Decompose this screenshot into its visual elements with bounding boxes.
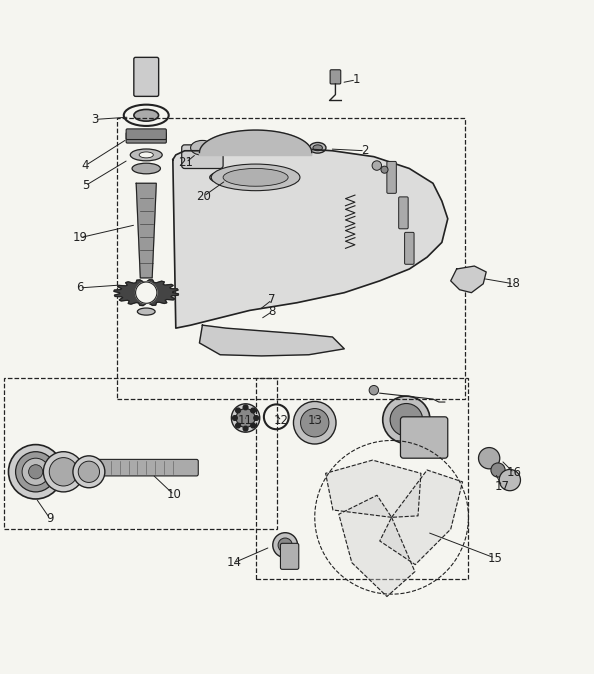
Circle shape [135,282,157,303]
Circle shape [251,408,255,413]
Text: 17: 17 [495,480,510,493]
Ellipse shape [29,464,43,479]
Ellipse shape [73,456,105,488]
Circle shape [254,416,258,421]
Text: 16: 16 [507,466,522,479]
Text: 2: 2 [361,144,369,157]
FancyBboxPatch shape [387,161,396,193]
FancyBboxPatch shape [126,132,166,143]
Text: 19: 19 [72,231,87,244]
FancyBboxPatch shape [280,543,299,570]
Text: 20: 20 [196,190,211,203]
Ellipse shape [232,404,260,432]
Circle shape [372,161,381,171]
Ellipse shape [301,408,329,437]
Circle shape [236,408,241,413]
FancyBboxPatch shape [59,460,198,476]
Ellipse shape [211,164,300,191]
Text: 14: 14 [226,556,241,570]
Circle shape [243,426,248,431]
Text: 12: 12 [274,415,289,427]
Circle shape [499,469,520,491]
FancyBboxPatch shape [400,417,448,458]
Text: 15: 15 [488,551,503,565]
Ellipse shape [49,458,78,486]
Ellipse shape [15,452,56,492]
Ellipse shape [43,452,84,492]
Circle shape [369,386,378,395]
Text: 9: 9 [46,512,53,525]
Ellipse shape [137,308,155,315]
Circle shape [381,166,388,173]
Text: 21: 21 [178,156,194,169]
Ellipse shape [236,408,255,427]
Text: 4: 4 [81,159,89,172]
Polygon shape [326,460,421,518]
Text: 11: 11 [238,415,253,427]
Circle shape [491,463,505,477]
Ellipse shape [130,149,162,161]
Circle shape [251,423,255,428]
Ellipse shape [139,152,153,158]
Ellipse shape [223,168,288,186]
Ellipse shape [293,402,336,444]
Text: 13: 13 [307,415,322,427]
Polygon shape [200,325,345,356]
Polygon shape [173,148,448,328]
Ellipse shape [309,142,326,153]
Ellipse shape [273,532,298,557]
Text: 1: 1 [352,73,360,86]
Ellipse shape [8,445,63,499]
FancyBboxPatch shape [405,233,414,264]
Ellipse shape [22,458,49,485]
FancyBboxPatch shape [134,57,159,96]
FancyBboxPatch shape [182,145,223,168]
FancyBboxPatch shape [330,70,341,84]
Circle shape [236,423,241,428]
Ellipse shape [278,538,292,552]
Circle shape [243,405,248,410]
Polygon shape [380,470,463,565]
Polygon shape [339,495,415,596]
Ellipse shape [78,461,100,483]
Text: 8: 8 [268,305,276,318]
Polygon shape [200,130,312,156]
Text: 6: 6 [75,282,83,295]
Ellipse shape [132,163,160,174]
FancyBboxPatch shape [399,197,408,228]
Text: 18: 18 [506,277,521,290]
Text: 3: 3 [91,113,99,126]
Polygon shape [451,266,486,293]
Ellipse shape [390,404,423,436]
Text: 7: 7 [268,293,276,306]
Ellipse shape [191,140,214,155]
FancyBboxPatch shape [126,129,166,140]
Ellipse shape [383,396,430,443]
Ellipse shape [313,145,323,151]
Circle shape [233,416,237,421]
Text: 5: 5 [81,179,89,192]
Polygon shape [136,183,156,278]
Text: 10: 10 [166,489,181,501]
Ellipse shape [134,109,159,121]
Circle shape [479,448,500,469]
Polygon shape [114,280,179,305]
